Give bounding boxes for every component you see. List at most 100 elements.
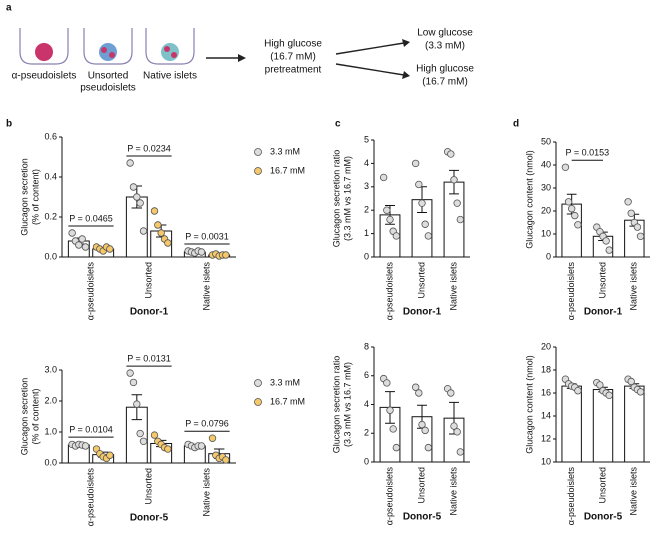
- data-point: [197, 248, 206, 256]
- p-value: P = 0.0234: [127, 143, 171, 153]
- data-point: [386, 215, 394, 224]
- data-point: [456, 215, 465, 224]
- data-point: [208, 434, 217, 442]
- x-axis-label: Donor-1: [584, 307, 623, 318]
- data-point: [139, 437, 148, 445]
- y-axis-label: Glucagon secretion: [19, 378, 29, 456]
- y-tick-label: 10: [541, 456, 551, 466]
- y-tick-label: 20: [541, 341, 551, 351]
- y-tick-label: 2: [364, 205, 369, 215]
- y-tick-label: 12: [541, 433, 551, 443]
- x-tick-label: Unsorted: [416, 467, 426, 504]
- y-tick-label: 1.0: [44, 426, 57, 436]
- cluster: [35, 43, 53, 61]
- panel-letter: c: [335, 119, 341, 130]
- x-tick-label: α-pseudoislets: [384, 467, 394, 526]
- source-label: Native islets: [143, 71, 197, 82]
- y-tick-label: 1: [364, 228, 369, 238]
- data-point: [75, 241, 83, 249]
- data-point: [386, 406, 394, 414]
- data-point: [571, 211, 579, 220]
- chart: 0.0 1.0 2.0 3.0 Glucagon secretion (% of cont…: [19, 353, 305, 526]
- data-point: [602, 237, 610, 245]
- x-tick-label: Native islets: [629, 262, 639, 311]
- data-point: [106, 245, 114, 253]
- y-tick-label: 5: [364, 134, 369, 144]
- data-point: [424, 232, 433, 240]
- x-tick-label: α-pseudoislets: [85, 262, 95, 321]
- data-point: [379, 173, 388, 182]
- data-point: [627, 209, 635, 217]
- cluster: [164, 46, 170, 52]
- y-tick-label: 20: [541, 205, 551, 215]
- x-tick-label: Unsorted: [597, 467, 607, 504]
- data-point: [424, 443, 433, 452]
- data-point: [574, 221, 582, 229]
- cluster: [109, 52, 115, 58]
- outcome-label: (3.3 mM): [425, 41, 465, 52]
- p-value: P = 0.0153: [566, 148, 610, 158]
- outcome-label: (16.7 mM): [422, 77, 468, 88]
- y-tick-label: 50: [541, 136, 551, 146]
- data-point: [136, 429, 144, 438]
- cup: [19, 28, 69, 65]
- y-axis-label: (3.3 mM vs 16.7 mM): [342, 156, 352, 241]
- data-point: [421, 426, 429, 435]
- arrow: [335, 42, 405, 55]
- x-tick-label: Unsorted: [416, 262, 426, 299]
- source-label: α-pseudoislets: [12, 71, 77, 82]
- chart: 0 2 4 6 8 Glucagon secretion ratio (3.3 mM vs …: [331, 341, 470, 525]
- x-tick-label: α-pseudoislets: [85, 468, 95, 527]
- data-point: [150, 431, 159, 439]
- source-label: pseudoislets: [80, 83, 136, 94]
- y-axis-label: (3.3 mM vs 16.7 mM): [342, 362, 352, 447]
- cluster: [101, 47, 107, 53]
- arrow-head: [238, 54, 246, 62]
- data-point: [415, 389, 423, 397]
- chart: b 0.0 0.2 0.4 0.6 Glucagon secretion (% of con…: [6, 119, 305, 321]
- data-point: [126, 369, 134, 377]
- y-tick-label: 0.4: [44, 171, 57, 181]
- data-point: [222, 456, 230, 464]
- step-label: pretreatment: [265, 65, 322, 76]
- y-tick-label: 4: [364, 158, 369, 168]
- data-point: [389, 425, 397, 433]
- x-axis-label: Donor-1: [130, 307, 169, 318]
- x-tick-label: Native islets: [201, 262, 211, 311]
- source-label: Unsorted: [88, 71, 129, 82]
- y-tick-label: 40: [541, 159, 551, 169]
- data-point: [627, 377, 635, 386]
- data-point: [411, 159, 420, 168]
- x-tick-label: Unsorted: [143, 468, 153, 505]
- data-point: [415, 180, 423, 189]
- legend-marker: [254, 398, 262, 406]
- cluster: [171, 52, 177, 58]
- arrow-head: [402, 71, 410, 79]
- p-value: P = 0.0796: [185, 419, 229, 429]
- x-tick-label: α-pseudoislets: [566, 467, 576, 526]
- data-point: [447, 389, 455, 397]
- x-axis-label: Donor-1: [403, 307, 442, 318]
- y-tick-label: 10: [541, 228, 551, 238]
- bar: [624, 385, 645, 463]
- chart: c 0 1 2 3 4 5 Glucagon secretion ratio (3.3 mM v…: [331, 119, 470, 320]
- data-point: [126, 159, 134, 167]
- legend-label: 16.7 mM: [270, 396, 305, 406]
- data-point: [564, 198, 573, 206]
- data-point: [222, 251, 230, 259]
- cup: [145, 28, 195, 65]
- y-tick-label: 16: [541, 387, 551, 397]
- y-axis-label: Glucagon content (nmol): [524, 150, 534, 249]
- data-point: [574, 387, 582, 395]
- data-point: [81, 442, 90, 450]
- y-tick-label: 0.2: [44, 211, 57, 221]
- y-axis-label: Glucagon secretion: [19, 158, 29, 236]
- panel-letter: b: [6, 119, 12, 130]
- y-tick-label: 8: [364, 341, 369, 351]
- arrows: [206, 39, 410, 79]
- data-point: [636, 388, 645, 396]
- data-point: [129, 183, 138, 191]
- step-label: (16.7 mM): [270, 52, 316, 63]
- y-axis-label: Glucagon secretion ratio: [331, 150, 341, 248]
